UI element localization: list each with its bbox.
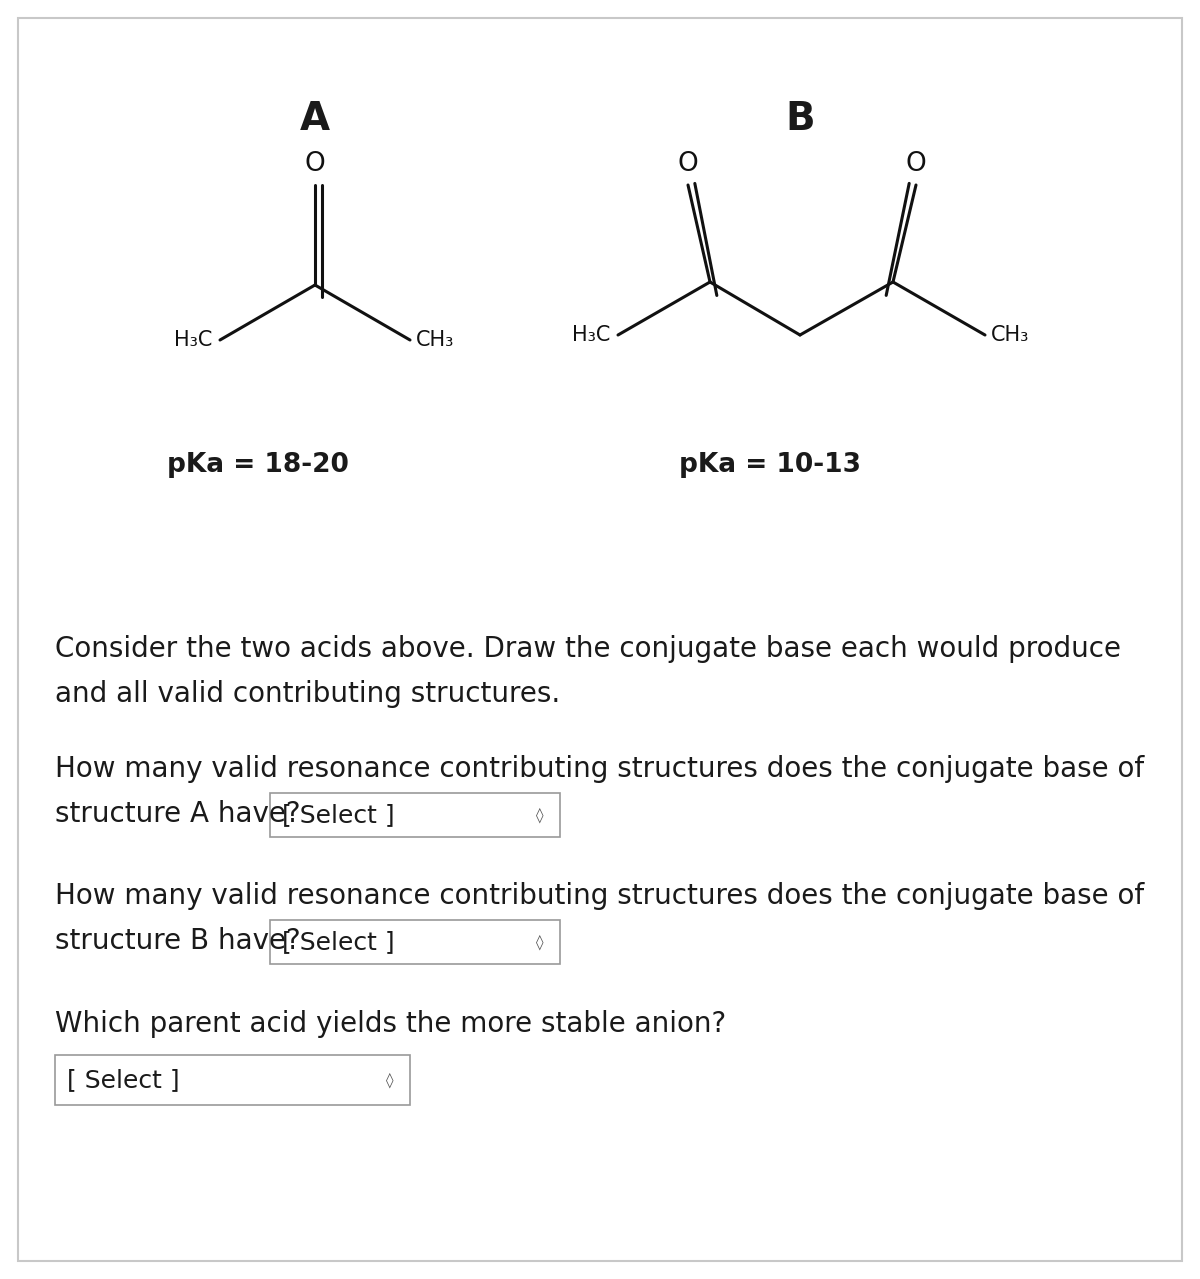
Text: and all valid contributing structures.: and all valid contributing structures.: [55, 680, 560, 709]
Text: ◊: ◊: [536, 934, 544, 950]
Text: H₃C: H₃C: [571, 325, 610, 345]
Text: [ Select ]: [ Select ]: [282, 930, 395, 954]
Text: structure B have?: structure B have?: [55, 927, 301, 955]
Text: Which parent acid yields the more stable anion?: Which parent acid yields the more stable…: [55, 1010, 726, 1039]
Text: H₃C: H₃C: [174, 330, 212, 350]
Text: pKa = 18-20: pKa = 18-20: [167, 451, 349, 478]
Text: A: A: [300, 100, 330, 138]
Text: CH₃: CH₃: [991, 325, 1030, 345]
Text: O: O: [906, 151, 926, 177]
Text: B: B: [785, 100, 815, 138]
Text: O: O: [305, 151, 325, 177]
Text: structure A have?: structure A have?: [55, 799, 301, 828]
FancyBboxPatch shape: [270, 793, 560, 836]
Text: How many valid resonance contributing structures does the conjugate base of: How many valid resonance contributing st…: [55, 755, 1144, 783]
Text: ◊: ◊: [536, 807, 544, 822]
Text: Consider the two acids above. Draw the conjugate base each would produce: Consider the two acids above. Draw the c…: [55, 634, 1121, 663]
Text: CH₃: CH₃: [416, 330, 455, 350]
Text: pKa = 10-13: pKa = 10-13: [679, 451, 862, 478]
Text: O: O: [678, 151, 698, 177]
FancyBboxPatch shape: [55, 1055, 410, 1105]
Text: How many valid resonance contributing structures does the conjugate base of: How many valid resonance contributing st…: [55, 883, 1144, 909]
FancyBboxPatch shape: [18, 18, 1182, 1261]
Text: [ Select ]: [ Select ]: [282, 803, 395, 828]
Text: [ Select ]: [ Select ]: [67, 1068, 180, 1092]
FancyBboxPatch shape: [270, 920, 560, 964]
Text: ◊: ◊: [386, 1072, 394, 1088]
